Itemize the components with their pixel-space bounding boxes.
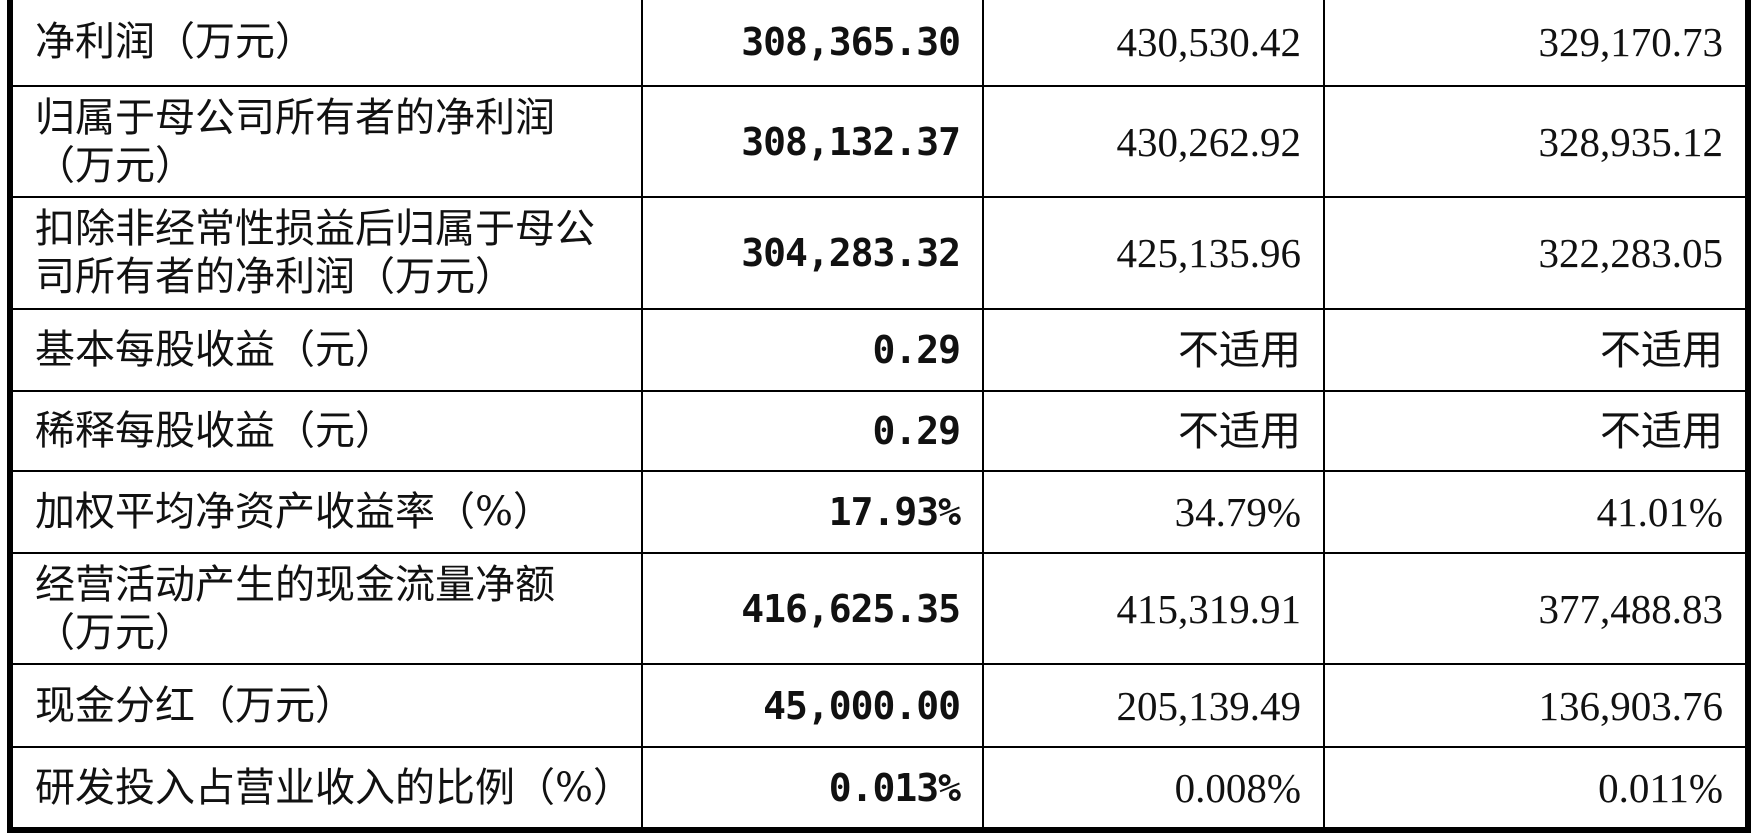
cell-value: 41.01% (1323, 470, 1749, 554)
table-row: 归属于母公司所有者的净利润（万元） 308,132.37 430,262.92 328… (9, 85, 1749, 198)
cell-value: 308,132.37 (641, 85, 984, 198)
cell-value: 304,283.32 (641, 196, 984, 310)
table-row: 加权平均净资产收益率（%） 17.93% 34.79% 41.01% (9, 470, 1749, 554)
row-label: 研发投入占营业收入的比例（%） (9, 746, 643, 831)
row-label: 归属于母公司所有者的净利润（万元） (9, 85, 643, 198)
cell-value: 不适用 (1323, 390, 1749, 472)
cell-value: 329,170.73 (1323, 0, 1749, 87)
table-row: 现金分红（万元） 45,000.00 205,139.49 136,903.76 (9, 663, 1749, 748)
table-row: 经营活动产生的现金流量净额（万元） 416,625.35 415,319.91 377… (9, 552, 1749, 665)
row-label: 加权平均净资产收益率（%） (9, 470, 643, 554)
cell-value: 328,935.12 (1323, 85, 1749, 198)
row-label: 经营活动产生的现金流量净额（万元） (9, 552, 643, 665)
row-label: 现金分红（万元） (9, 663, 643, 748)
financial-table: 净利润（万元） 308,365.30 430,530.42 329,170.73 归属于… (7, 0, 1751, 833)
cell-value: 0.29 (641, 308, 984, 392)
cell-value: 不适用 (982, 308, 1325, 392)
row-label: 扣除非经常性损益后归属于母公司所有者的净利润（万元） (9, 196, 643, 310)
cell-value: 322,283.05 (1323, 196, 1749, 310)
cell-value: 不适用 (1323, 308, 1749, 392)
table-body: 净利润（万元） 308,365.30 430,530.42 329,170.73 归属于… (9, 0, 1749, 831)
cell-value: 416,625.35 (641, 552, 984, 665)
cell-value: 205,139.49 (982, 663, 1325, 748)
cell-value: 34.79% (982, 470, 1325, 554)
row-label: 净利润（万元） (9, 0, 643, 87)
table-row: 净利润（万元） 308,365.30 430,530.42 329,170.73 (9, 0, 1749, 87)
cell-value: 0.29 (641, 390, 984, 472)
cell-value: 0.008% (982, 746, 1325, 831)
cell-value: 377,488.83 (1323, 552, 1749, 665)
table-row: 扣除非经常性损益后归属于母公司所有者的净利润（万元） 304,283.32 425,… (9, 196, 1749, 310)
cell-value: 415,319.91 (982, 552, 1325, 665)
cell-value: 430,262.92 (982, 85, 1325, 198)
table-row: 研发投入占营业收入的比例（%） 0.013% 0.008% 0.011% (9, 746, 1749, 831)
row-label: 稀释每股收益（元） (9, 390, 643, 472)
cell-value: 0.013% (641, 746, 984, 831)
cell-value: 308,365.30 (641, 0, 984, 87)
row-label: 基本每股收益（元） (9, 308, 643, 392)
cell-value: 不适用 (982, 390, 1325, 472)
cell-value: 425,135.96 (982, 196, 1325, 310)
cell-value: 0.011% (1323, 746, 1749, 831)
cell-value: 136,903.76 (1323, 663, 1749, 748)
cell-value: 17.93% (641, 470, 984, 554)
cell-value: 45,000.00 (641, 663, 984, 748)
table-row: 稀释每股收益（元） 0.29 不适用 不适用 (9, 390, 1749, 472)
table-row: 基本每股收益（元） 0.29 不适用 不适用 (9, 308, 1749, 392)
cell-value: 430,530.42 (982, 0, 1325, 87)
